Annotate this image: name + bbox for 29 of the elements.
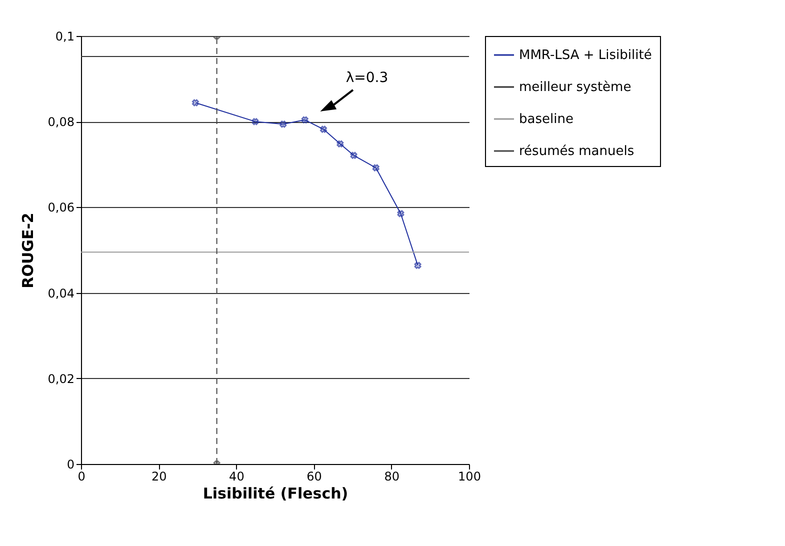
legend-label: meilleur système xyxy=(519,80,632,95)
x-tick-label: 60 xyxy=(306,470,322,484)
point xyxy=(372,164,380,172)
y-tick-label: 0,04 xyxy=(48,286,74,300)
legend-label: MMR-LSA + Lisibilité xyxy=(519,48,652,63)
legend-label: résumés manuels xyxy=(519,144,634,159)
y-tick-label: 0,02 xyxy=(48,372,74,386)
y-tick-label: 0 xyxy=(66,458,74,472)
legend-label: baseline xyxy=(519,112,574,127)
y-axis-title: ROUGE-2 xyxy=(18,212,37,288)
point xyxy=(350,152,358,159)
point xyxy=(336,140,344,148)
annotation: λ=0.3 xyxy=(346,70,388,86)
x-tick-label: 20 xyxy=(151,470,167,484)
x-tick-label: 40 xyxy=(229,470,244,484)
y-tick-label: 0,06 xyxy=(48,200,74,215)
y-tick-label: 0,1 xyxy=(55,30,74,44)
x-tick-label: 100 xyxy=(458,470,481,484)
point xyxy=(192,99,199,106)
point xyxy=(414,262,422,269)
point xyxy=(397,210,404,218)
point xyxy=(252,118,259,126)
x-tick-label: 0 xyxy=(78,470,86,484)
y-tick-label: 0,08 xyxy=(48,115,74,130)
x-axis-title: Lisibilité (Flesch) xyxy=(202,484,348,502)
point xyxy=(320,126,327,133)
point xyxy=(280,120,287,128)
point xyxy=(301,116,308,124)
x-tick-label: 80 xyxy=(384,470,400,484)
